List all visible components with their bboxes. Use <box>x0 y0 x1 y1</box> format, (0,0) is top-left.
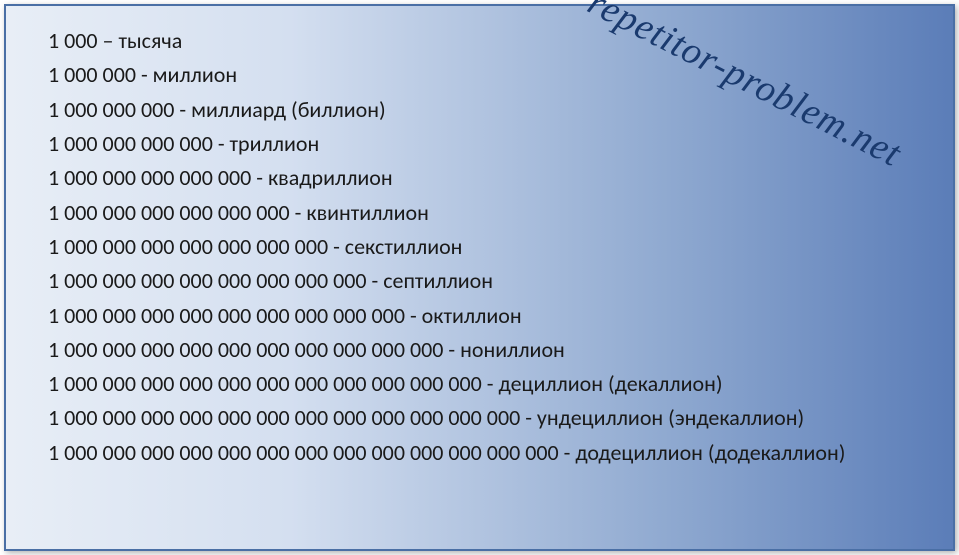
number-line: 1 000 000 000 000 000 000 000 000 000 00… <box>48 367 923 401</box>
number-line: 1 000 000 000 000 - триллион <box>48 127 923 161</box>
number-line: 1 000 000 - миллион <box>48 58 923 92</box>
number-line: 1 000 000 000 000 000 000 000 000 - септ… <box>48 264 923 298</box>
number-line: 1 000 – тысяча <box>48 24 923 58</box>
number-line: 1 000 000 000 - миллиард (биллион) <box>48 93 923 127</box>
number-line: 1 000 000 000 000 000 000 - квинтиллион <box>48 196 923 230</box>
number-line: 1 000 000 000 000 000 000 000 000 000 - … <box>48 299 923 333</box>
number-line: 1 000 000 000 000 000 000 000 - секстилл… <box>48 230 923 264</box>
number-names-card: repetitor-problem.net 1 000 – тысяча 1 0… <box>4 4 955 551</box>
number-line: 1 000 000 000 000 000 000 000 000 000 00… <box>48 436 923 470</box>
number-line: 1 000 000 000 000 000 000 000 000 000 00… <box>48 401 923 435</box>
number-line: 1 000 000 000 000 000 - квадриллион <box>48 161 923 195</box>
number-line: 1 000 000 000 000 000 000 000 000 000 00… <box>48 333 923 367</box>
